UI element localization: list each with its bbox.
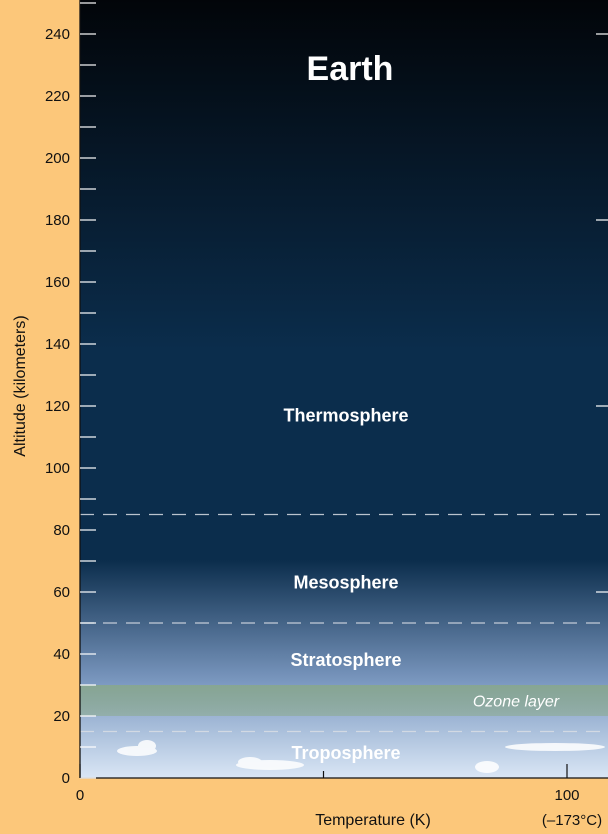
layer-label: Troposphere — [291, 743, 400, 763]
layer-label: Stratosphere — [290, 650, 401, 670]
y-tick-label: 60 — [53, 584, 70, 601]
x-celsius-annotation: (–173°C) — [542, 812, 602, 829]
y-tick-label: 20 — [53, 708, 70, 725]
ozone-layer-band — [80, 685, 608, 716]
layer-labels: Troposphere Stratosphere Mesosphere Thermos… — [283, 405, 408, 763]
layer-label: Mesosphere — [293, 573, 398, 593]
y-tick-label: 160 — [45, 274, 70, 291]
y-tick-label: 140 — [45, 336, 70, 353]
y-tick-label: 40 — [53, 646, 70, 663]
clouds — [117, 740, 605, 773]
layer-boundaries — [80, 513, 608, 733]
plot-background — [80, 0, 608, 778]
y-tick-label: 120 — [45, 398, 70, 415]
y-tick-label: 180 — [45, 212, 70, 229]
x-tick-label: 100 — [554, 787, 579, 804]
x-axis-title: Temperature (K) — [315, 812, 431, 829]
y-tick-label: 100 — [45, 460, 70, 477]
y-tick-label: 200 — [45, 150, 70, 167]
y-tick-label: 0 — [62, 770, 70, 787]
chart-title: Earth — [307, 50, 394, 88]
y-tick-label: 240 — [45, 26, 70, 43]
y-axis-title: Altitude (kilometers) — [12, 315, 29, 456]
layer-label: Thermosphere — [283, 405, 408, 425]
y-tick-label: 80 — [53, 522, 70, 539]
y-tick-label: 220 — [45, 88, 70, 105]
ozone-layer-label: Ozone layer — [473, 694, 560, 711]
axes: 0204060801001201401601802002202400100200… — [45, 0, 608, 829]
x-tick-label: 0 — [76, 787, 84, 804]
